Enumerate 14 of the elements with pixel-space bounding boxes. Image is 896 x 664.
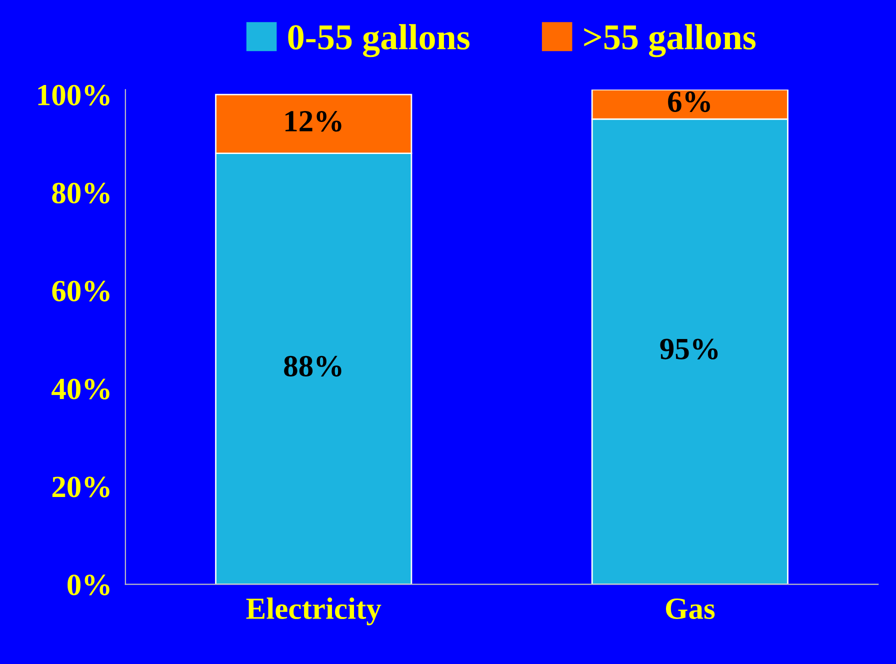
data-label: 6% <box>668 91 710 112</box>
y-tick-label: 0% <box>68 574 110 596</box>
y-tick-label: 80% <box>52 182 110 204</box>
y-tick-label: 40% <box>52 378 110 400</box>
data-label: 88% <box>284 356 342 377</box>
x-tick-label: Electricity <box>246 598 382 626</box>
y-tick-label: 20% <box>52 476 110 498</box>
data-label: 12% <box>285 110 342 132</box>
legend-label: >55 gallons <box>584 24 756 58</box>
y-tick-label: 60% <box>52 280 110 302</box>
x-tick-label: Gas <box>666 598 715 620</box>
legend-label: 0-55 gallons <box>288 24 470 58</box>
data-label: 95% <box>660 338 718 360</box>
y-tick-label: 100% <box>38 84 110 106</box>
